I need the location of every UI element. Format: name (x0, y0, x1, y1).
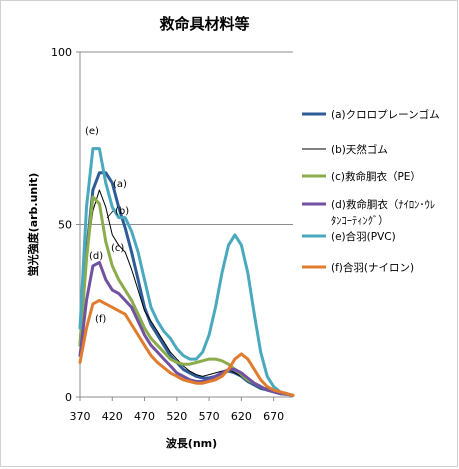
y-tick-label: 100 (51, 46, 72, 59)
annotation-c: (c) (111, 243, 124, 254)
x-tick-label: 470 (134, 410, 155, 423)
series-line-f (78, 298, 295, 397)
y-tick-label: 0 (65, 391, 72, 404)
annotation-d: (d) (89, 251, 103, 262)
y-tick-label: 50 (58, 219, 72, 232)
chart-title: 救命具材料等 (159, 15, 249, 33)
x-tick-label: 620 (231, 410, 252, 423)
legend-label: ﾀﾝｺｰﾃｨﾝｸﾞ） (331, 215, 389, 227)
series-line-e (78, 147, 295, 397)
y-axis-title: 蛍光強度(arb.unit) (26, 173, 40, 277)
annotation-arrow-b (106, 210, 114, 219)
legend-label: (b)天然ゴム (331, 143, 388, 156)
annotation-b: (b) (115, 206, 129, 217)
legend-label: (a)クロロプレーンゴム (331, 108, 440, 121)
annotation-f: (f) (95, 314, 106, 325)
x-tick-label: 520 (166, 410, 187, 423)
legend-label: (e)合羽(PVC) (331, 230, 396, 243)
x-tick-label: 570 (199, 410, 220, 423)
x-tick-label: 670 (263, 410, 284, 423)
legend-label: (c)救命胴衣（PE） (331, 170, 421, 183)
series-line-d (78, 260, 295, 397)
annotation-e: (e) (85, 126, 99, 137)
series-line-a (78, 171, 295, 397)
x-axis-title: 波長(nm) (166, 436, 217, 450)
x-tick-label: 420 (102, 410, 123, 423)
annotation-a: (a) (113, 179, 127, 190)
x-tick-label: 370 (70, 410, 91, 423)
legend-label: (d)救命胴衣（ﾅｲﾛﾝ･ｳﾚ (331, 198, 435, 211)
legend-label: (f)合羽(ナイロン) (331, 261, 414, 274)
series-line-c (78, 195, 295, 397)
